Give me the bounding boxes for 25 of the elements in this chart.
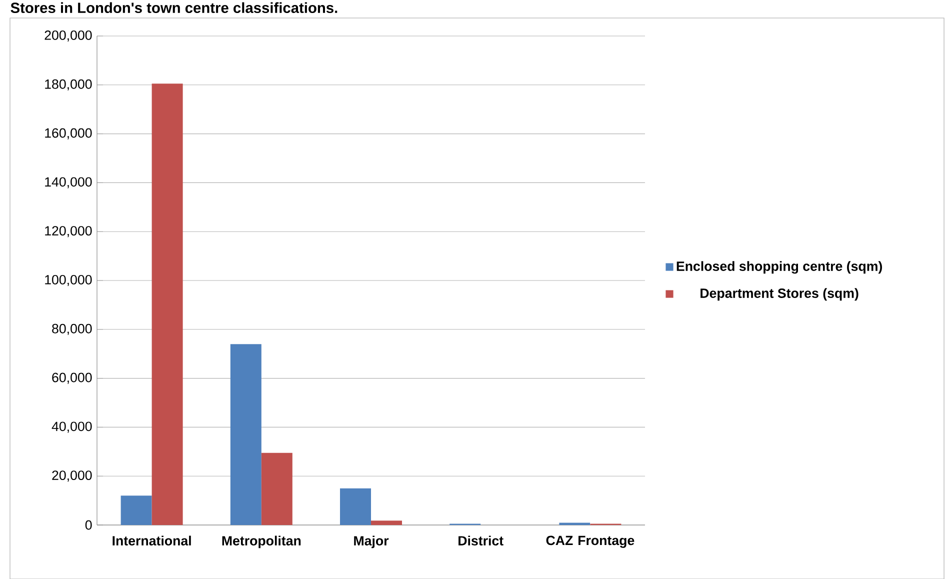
y-tick-label: 100,000 xyxy=(45,274,92,286)
y-tick-label: 200,000 xyxy=(44,30,92,42)
bar xyxy=(120,496,152,525)
x-tick-label: District xyxy=(458,536,504,546)
legend-label: Department Stores (sqm) xyxy=(700,288,858,301)
x-tick-label: CAZ Frontage xyxy=(546,536,634,548)
x-tick-label: Major xyxy=(354,536,389,548)
chart-title: Stores in London's town centre classifications. xyxy=(10,2,338,14)
y-tick-label: 180,000 xyxy=(45,79,92,90)
bar xyxy=(152,84,183,525)
bar xyxy=(340,488,372,525)
bar xyxy=(230,344,262,525)
x-tick-label: International xyxy=(112,536,191,546)
y-tick-label: 160,000 xyxy=(45,128,92,140)
y-tick-label: 60,000 xyxy=(52,372,92,384)
y-tick-label: 140,000 xyxy=(45,177,92,188)
y-tick-label: 40,000 xyxy=(52,422,92,433)
x-tick-label: Metropolitan xyxy=(222,536,301,548)
legend-label: Enclosed shopping centre (sqm) xyxy=(676,261,882,274)
y-tick-label: 0 xyxy=(85,520,92,530)
bar xyxy=(371,520,402,525)
y-tick-label: 80,000 xyxy=(52,324,92,335)
bar xyxy=(261,452,292,525)
y-tick-label: 20,000 xyxy=(52,470,92,482)
y-tick-label: 120,000 xyxy=(45,226,92,238)
